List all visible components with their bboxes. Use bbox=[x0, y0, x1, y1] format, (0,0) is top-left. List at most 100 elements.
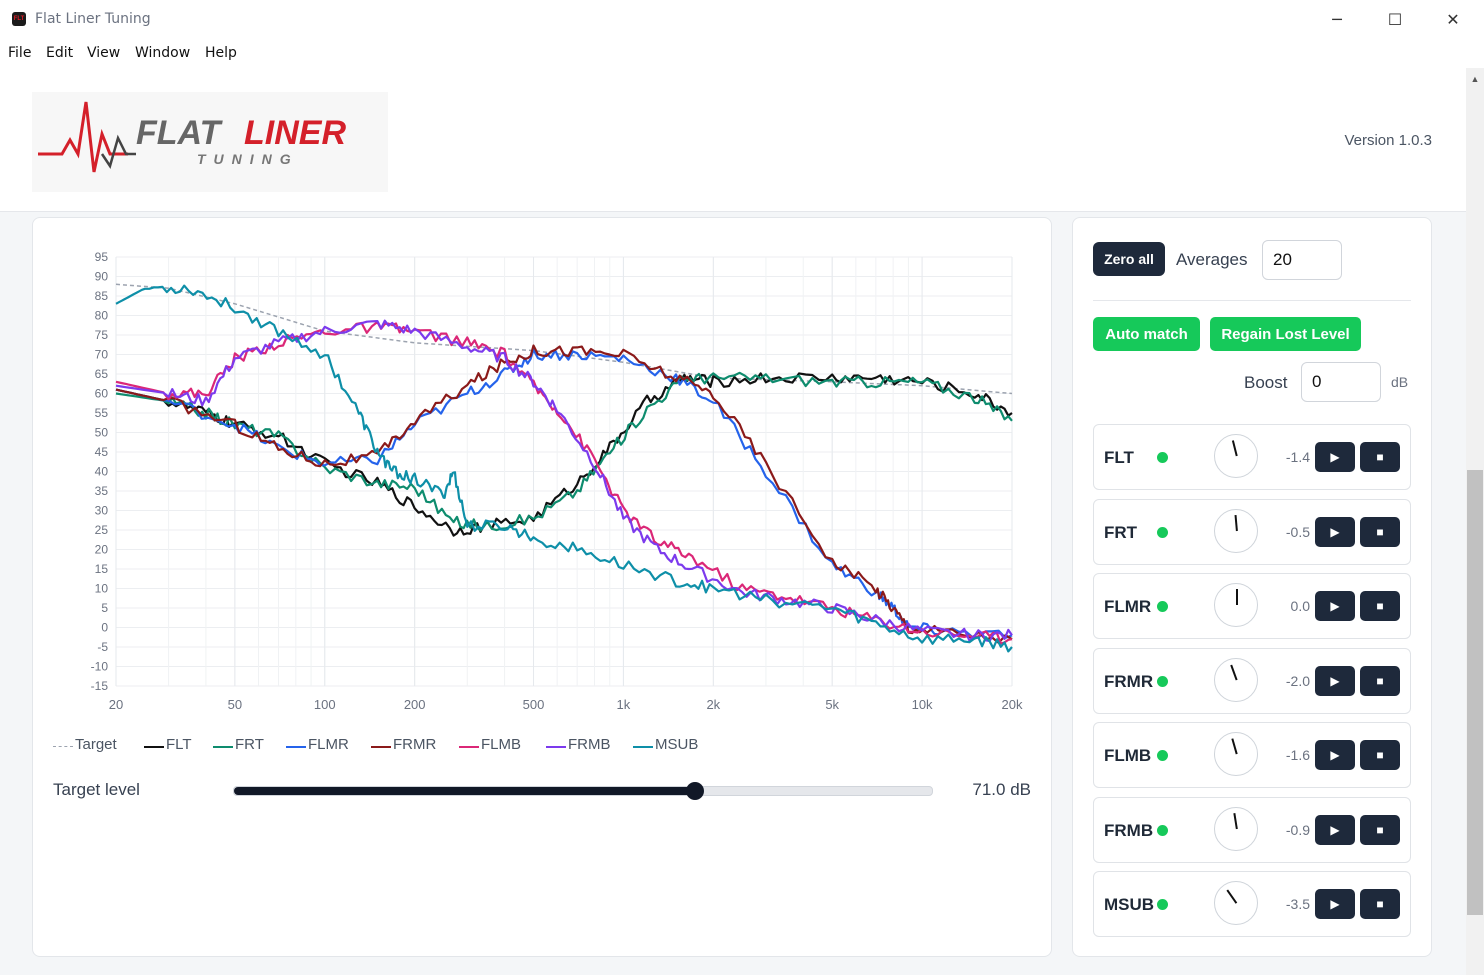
stop-icon: ■ bbox=[1376, 599, 1384, 613]
legend-label: FRMR bbox=[393, 736, 437, 753]
x-tick-label: 10k bbox=[912, 697, 933, 712]
title-bar: FLT Flat Liner Tuning ─ ☐ ✕ bbox=[0, 0, 1484, 40]
channel-status-dot bbox=[1157, 601, 1168, 612]
maximize-button[interactable]: ☐ bbox=[1387, 9, 1403, 29]
stop-icon: ■ bbox=[1376, 673, 1384, 688]
series-line-frt bbox=[115, 371, 1013, 532]
play-button[interactable]: ▶ bbox=[1315, 814, 1355, 845]
stop-button[interactable]: ■ bbox=[1360, 516, 1400, 547]
menu-view[interactable]: View bbox=[87, 45, 121, 61]
slider-fill bbox=[234, 787, 695, 795]
target-level-label: Target level bbox=[53, 780, 140, 799]
legend-swatch bbox=[633, 746, 653, 748]
play-icon: ▶ bbox=[1330, 897, 1340, 911]
legend-swatch bbox=[286, 746, 306, 748]
y-tick-label: 75 bbox=[95, 328, 109, 342]
channel-name: FLT bbox=[1104, 448, 1134, 467]
y-tick-label: 45 bbox=[95, 445, 109, 459]
stop-button[interactable]: ■ bbox=[1360, 442, 1400, 472]
auto-match-button[interactable]: Auto match bbox=[1093, 317, 1200, 351]
channel-name: FRMB bbox=[1104, 820, 1154, 840]
stop-button[interactable]: ■ bbox=[1360, 814, 1400, 845]
channel-gain-value: 0.0 bbox=[1290, 598, 1310, 614]
y-tick-label: 30 bbox=[95, 504, 109, 518]
stop-button[interactable]: ■ bbox=[1360, 665, 1400, 696]
play-button[interactable]: ▶ bbox=[1315, 591, 1355, 621]
stop-icon: ■ bbox=[1376, 748, 1384, 762]
channel-controls-panel: Zero all Averages 20 Auto match Regain L… bbox=[1072, 217, 1432, 957]
scroll-up-icon[interactable]: ▲ bbox=[1470, 74, 1480, 84]
channel-gain-knob[interactable] bbox=[1214, 583, 1258, 627]
logo-heartbeat-red bbox=[38, 101, 128, 173]
channel-gain-knob[interactable] bbox=[1214, 508, 1258, 553]
knob-indicator bbox=[1234, 514, 1238, 531]
minimize-button[interactable]: ─ bbox=[1332, 9, 1342, 29]
stop-button[interactable]: ■ bbox=[1360, 889, 1400, 919]
play-button[interactable]: ▶ bbox=[1315, 442, 1355, 472]
close-button[interactable]: ✕ bbox=[1446, 9, 1460, 29]
regain-lost-level-button[interactable]: Regain Lost Level bbox=[1210, 317, 1361, 351]
play-icon: ▶ bbox=[1330, 524, 1340, 539]
play-button[interactable]: ▶ bbox=[1315, 516, 1355, 547]
menu-help[interactable]: Help bbox=[205, 45, 237, 61]
knob-indicator bbox=[1230, 664, 1238, 680]
play-button[interactable]: ▶ bbox=[1315, 665, 1355, 696]
y-tick-label: 95 bbox=[95, 250, 109, 264]
scrollbar-thumb[interactable] bbox=[1467, 470, 1483, 915]
channel-name: MSUB bbox=[1104, 895, 1155, 914]
play-button[interactable]: ▶ bbox=[1315, 740, 1355, 770]
channel-gain-knob[interactable] bbox=[1214, 434, 1258, 478]
legend-swatch bbox=[213, 746, 233, 748]
version-label: Version 1.0.3 bbox=[1344, 132, 1432, 149]
averages-input[interactable]: 20 bbox=[1262, 240, 1342, 280]
knob-indicator bbox=[1226, 889, 1238, 904]
channel-status-dot bbox=[1157, 526, 1168, 538]
channel-name: FLMR bbox=[1104, 597, 1152, 616]
y-tick-label: 0 bbox=[101, 621, 108, 635]
x-tick-label: 20 bbox=[109, 697, 123, 712]
x-tick-label: 200 bbox=[404, 697, 426, 712]
legend-label: MSUB bbox=[655, 736, 699, 753]
menu-edit[interactable]: Edit bbox=[46, 45, 74, 61]
x-tick-label: 1k bbox=[617, 697, 631, 712]
boost-unit: dB bbox=[1391, 374, 1409, 390]
menu-file[interactable]: File bbox=[8, 45, 32, 61]
stop-icon: ■ bbox=[1376, 897, 1384, 911]
channel-name: FLMB bbox=[1104, 746, 1152, 765]
y-tick-label: 85 bbox=[95, 289, 109, 303]
slider-thumb[interactable] bbox=[685, 782, 704, 800]
y-tick-label: 55 bbox=[95, 406, 109, 420]
x-axis-ticks: 20 50 100 200 500 1k 2k 5k 10k 20k bbox=[109, 697, 1023, 712]
divider bbox=[1093, 300, 1411, 301]
legend-label: FLT bbox=[166, 736, 192, 753]
channel-gain-value: -2.0 bbox=[1285, 672, 1310, 689]
stop-button[interactable]: ■ bbox=[1360, 591, 1400, 621]
legend-swatch bbox=[144, 746, 164, 748]
target-level-slider[interactable] bbox=[233, 782, 933, 800]
play-icon: ▶ bbox=[1330, 748, 1340, 762]
y-axis-ticks: 95908580757065605550454035302520151050-5… bbox=[91, 250, 109, 693]
stop-button[interactable]: ■ bbox=[1360, 740, 1400, 770]
frequency-response-panel: 95 90 85 80 75 70 65 60 55 50 45 40 35 30 25 20 15 10 5 0 -5… bbox=[32, 217, 1052, 957]
y-tick-label: 5 bbox=[101, 601, 108, 615]
play-button[interactable]: ▶ bbox=[1315, 889, 1355, 919]
channel-gain-knob[interactable] bbox=[1214, 732, 1258, 776]
channel-gain-knob[interactable] bbox=[1214, 881, 1258, 925]
channel-gain-value: -1.4 bbox=[1285, 449, 1310, 465]
x-tick-label: 100 bbox=[314, 697, 336, 712]
menu-window[interactable]: Window bbox=[135, 45, 191, 61]
play-icon: ▶ bbox=[1330, 599, 1340, 613]
y-tick-label: 50 bbox=[95, 426, 109, 440]
channel-gain-value: -3.5 bbox=[1285, 896, 1310, 912]
y-tick-label: 20 bbox=[95, 543, 109, 557]
channel-row-frt: FRT -0.5 ▶ ■ bbox=[1093, 498, 1411, 565]
series-line-frmr bbox=[115, 344, 1013, 644]
boost-input[interactable]: 0 bbox=[1301, 362, 1381, 402]
y-tick-label: 15 bbox=[95, 562, 109, 576]
y-tick-label: 60 bbox=[95, 387, 109, 401]
channel-row-msub: MSUB -3.5 ▶ ■ bbox=[1093, 871, 1411, 937]
channel-gain-knob[interactable] bbox=[1214, 657, 1258, 702]
y-tick-label: 65 bbox=[95, 367, 109, 381]
zero-all-button[interactable]: Zero all bbox=[1093, 242, 1165, 276]
channel-gain-knob[interactable] bbox=[1214, 806, 1258, 851]
